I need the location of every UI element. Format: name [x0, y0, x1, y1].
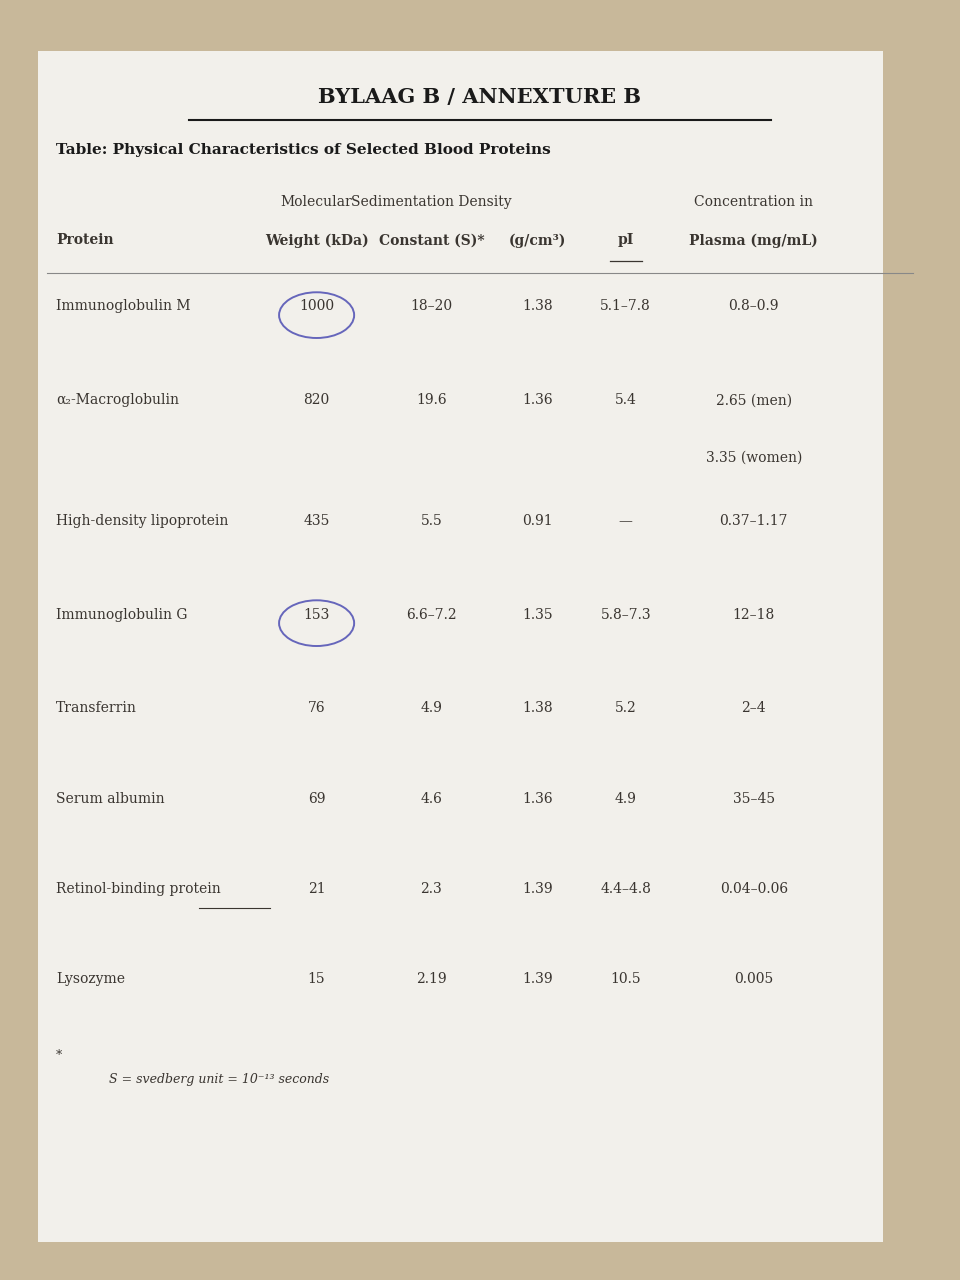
Text: Constant (S)*: Constant (S)*	[378, 233, 484, 247]
Text: 1.36: 1.36	[522, 791, 553, 805]
Text: 820: 820	[303, 393, 329, 407]
Text: Lysozyme: Lysozyme	[56, 972, 125, 986]
Text: Plasma (mg/mL): Plasma (mg/mL)	[689, 233, 818, 248]
Text: 1000: 1000	[300, 300, 334, 314]
Text: 1.35: 1.35	[522, 608, 553, 622]
Text: 19.6: 19.6	[416, 393, 446, 407]
Text: Retinol-binding protein: Retinol-binding protein	[56, 882, 221, 896]
Text: 2.19: 2.19	[416, 972, 446, 986]
Text: 69: 69	[308, 791, 325, 805]
Text: α₂-Macroglobulin: α₂-Macroglobulin	[56, 393, 180, 407]
Text: Weight (kDa): Weight (kDa)	[265, 233, 369, 248]
Text: 5.4: 5.4	[614, 393, 636, 407]
Text: Concentration in: Concentration in	[694, 195, 813, 209]
Text: 0.8–0.9: 0.8–0.9	[729, 300, 780, 314]
Text: BYLAAG B / ANNEXTURE B: BYLAAG B / ANNEXTURE B	[319, 87, 641, 106]
Text: 15: 15	[308, 972, 325, 986]
Text: pI: pI	[617, 233, 634, 247]
Text: 2.3: 2.3	[420, 882, 443, 896]
Text: 4.6: 4.6	[420, 791, 443, 805]
Text: Table: Physical Characteristics of Selected Blood Proteins: Table: Physical Characteristics of Selec…	[56, 143, 551, 157]
Text: 5.8–7.3: 5.8–7.3	[600, 608, 651, 622]
Text: 5.5: 5.5	[420, 513, 443, 527]
Text: (g/cm³): (g/cm³)	[509, 233, 566, 248]
Text: 1.38: 1.38	[522, 701, 553, 716]
Text: Transferrin: Transferrin	[56, 701, 137, 716]
Text: Protein: Protein	[56, 233, 113, 247]
Text: 0.91: 0.91	[522, 513, 553, 527]
Text: —: —	[619, 513, 633, 527]
Text: High-density lipoprotein: High-density lipoprotein	[56, 513, 228, 527]
Text: Sedimentation Density: Sedimentation Density	[351, 195, 512, 209]
Text: 1.36: 1.36	[522, 393, 553, 407]
Text: 5.1–7.8: 5.1–7.8	[600, 300, 651, 314]
Text: 4.4–4.8: 4.4–4.8	[600, 882, 651, 896]
Text: 21: 21	[308, 882, 325, 896]
Text: Immunoglobulin G: Immunoglobulin G	[56, 608, 187, 622]
Text: 0.005: 0.005	[734, 972, 774, 986]
Text: 1.38: 1.38	[522, 300, 553, 314]
Text: 1.39: 1.39	[522, 882, 553, 896]
Text: 5.2: 5.2	[614, 701, 636, 716]
Text: 2.65 (men): 2.65 (men)	[716, 393, 792, 407]
Text: S = svedberg unit = 10⁻¹³ seconds: S = svedberg unit = 10⁻¹³ seconds	[109, 1073, 329, 1087]
Text: 4.9: 4.9	[420, 701, 443, 716]
Text: *: *	[56, 1050, 62, 1062]
Text: Immunoglobulin M: Immunoglobulin M	[56, 300, 191, 314]
Text: 76: 76	[308, 701, 325, 716]
Text: 12–18: 12–18	[732, 608, 775, 622]
Text: 0.04–0.06: 0.04–0.06	[720, 882, 788, 896]
Text: 153: 153	[303, 608, 330, 622]
Text: Molecular: Molecular	[280, 195, 352, 209]
Text: 18–20: 18–20	[410, 300, 452, 314]
Text: 35–45: 35–45	[732, 791, 775, 805]
Text: 435: 435	[303, 513, 330, 527]
Text: 1.39: 1.39	[522, 972, 553, 986]
Text: Serum albumin: Serum albumin	[56, 791, 165, 805]
Text: 4.9: 4.9	[614, 791, 636, 805]
Text: 2–4: 2–4	[741, 701, 766, 716]
Text: 6.6–7.2: 6.6–7.2	[406, 608, 457, 622]
FancyBboxPatch shape	[38, 51, 883, 1242]
Text: 0.37–1.17: 0.37–1.17	[720, 513, 788, 527]
Text: 10.5: 10.5	[611, 972, 641, 986]
Text: 3.35 (women): 3.35 (women)	[706, 451, 802, 465]
